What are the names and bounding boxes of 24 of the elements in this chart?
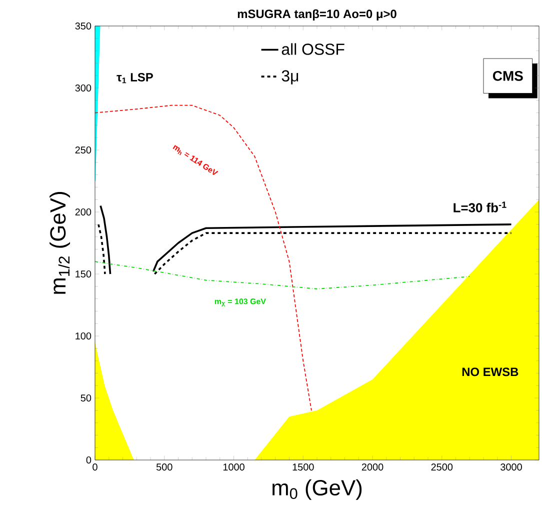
y-tick-label: 350: [75, 22, 92, 30]
y-tick-label: 100: [76, 332, 92, 340]
y-tick-label: 0: [86, 456, 92, 464]
x-tick-label: 2500: [431, 464, 453, 471]
y-tick-label: 250: [75, 146, 92, 154]
chart-title: mSUGRA tanβ=10 Ao=0 μ>0: [238, 9, 396, 20]
y-tick-label: 200: [75, 208, 92, 216]
y-tick-label: 50: [80, 394, 92, 402]
x-tick-label: 500: [156, 464, 172, 471]
annotation: L=30 fb$^{-1}$: [454, 202, 506, 212]
x-tick-label: 3000: [500, 464, 522, 471]
annotation: NO EWSB: [462, 368, 518, 376]
legend-label: all OSSF: [282, 43, 344, 55]
y-tick-label: 300: [75, 84, 92, 92]
y-tick-label: 150: [76, 270, 92, 278]
y-axis-title: m$_{1/2}$ (GeV): [50, 192, 70, 294]
x-tick-label: 1500: [292, 464, 314, 471]
x-tick-label: 0: [92, 464, 98, 471]
x-tick-label: 2000: [362, 464, 384, 471]
annotation: CMS: [493, 70, 523, 81]
x-axis-title: m$_{0}$ (GeV): [272, 479, 362, 500]
legend-label: 3μ: [282, 70, 298, 84]
annotation: τ$_{1}$ LSP: [116, 73, 153, 84]
x-tick-label: 1000: [223, 464, 244, 471]
